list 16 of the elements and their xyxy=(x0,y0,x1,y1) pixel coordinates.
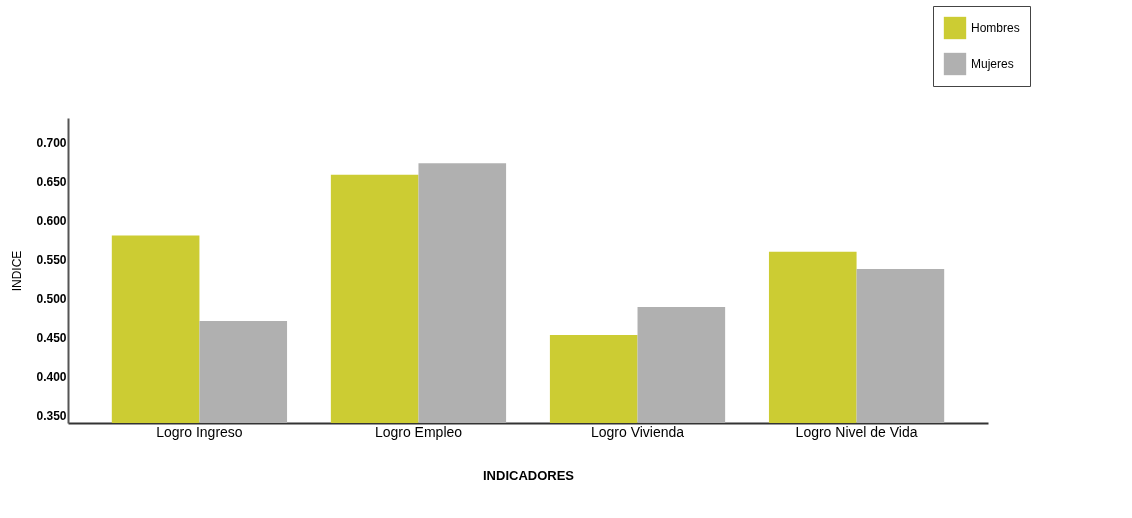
y-tick-label: 0.600 xyxy=(36,214,67,229)
y-tick-label: 0.500 xyxy=(36,292,67,307)
x-tick-label: Logro Ingreso xyxy=(156,423,243,440)
x-axis-title: INDICADORES xyxy=(482,467,575,483)
y-tick-label: 0.400 xyxy=(36,369,67,384)
y-tick-label: 0.700 xyxy=(36,136,67,151)
y-axis-title: INDICE xyxy=(10,250,25,292)
y-tick-label: 0.350 xyxy=(36,408,67,423)
x-tick-label: Logro Vivienda xyxy=(590,423,685,440)
x-tick-label: Logro Empleo xyxy=(374,423,463,440)
y-tick-label: 0.550 xyxy=(36,253,67,268)
x-tick-label: Logro Nivel de Vida xyxy=(795,423,918,440)
legend-label: Mujeres xyxy=(971,57,1014,71)
y-tick-label: 0.650 xyxy=(36,175,67,190)
y-tick-label: 0.450 xyxy=(36,330,67,345)
legend-label: Hombres xyxy=(971,21,1020,35)
